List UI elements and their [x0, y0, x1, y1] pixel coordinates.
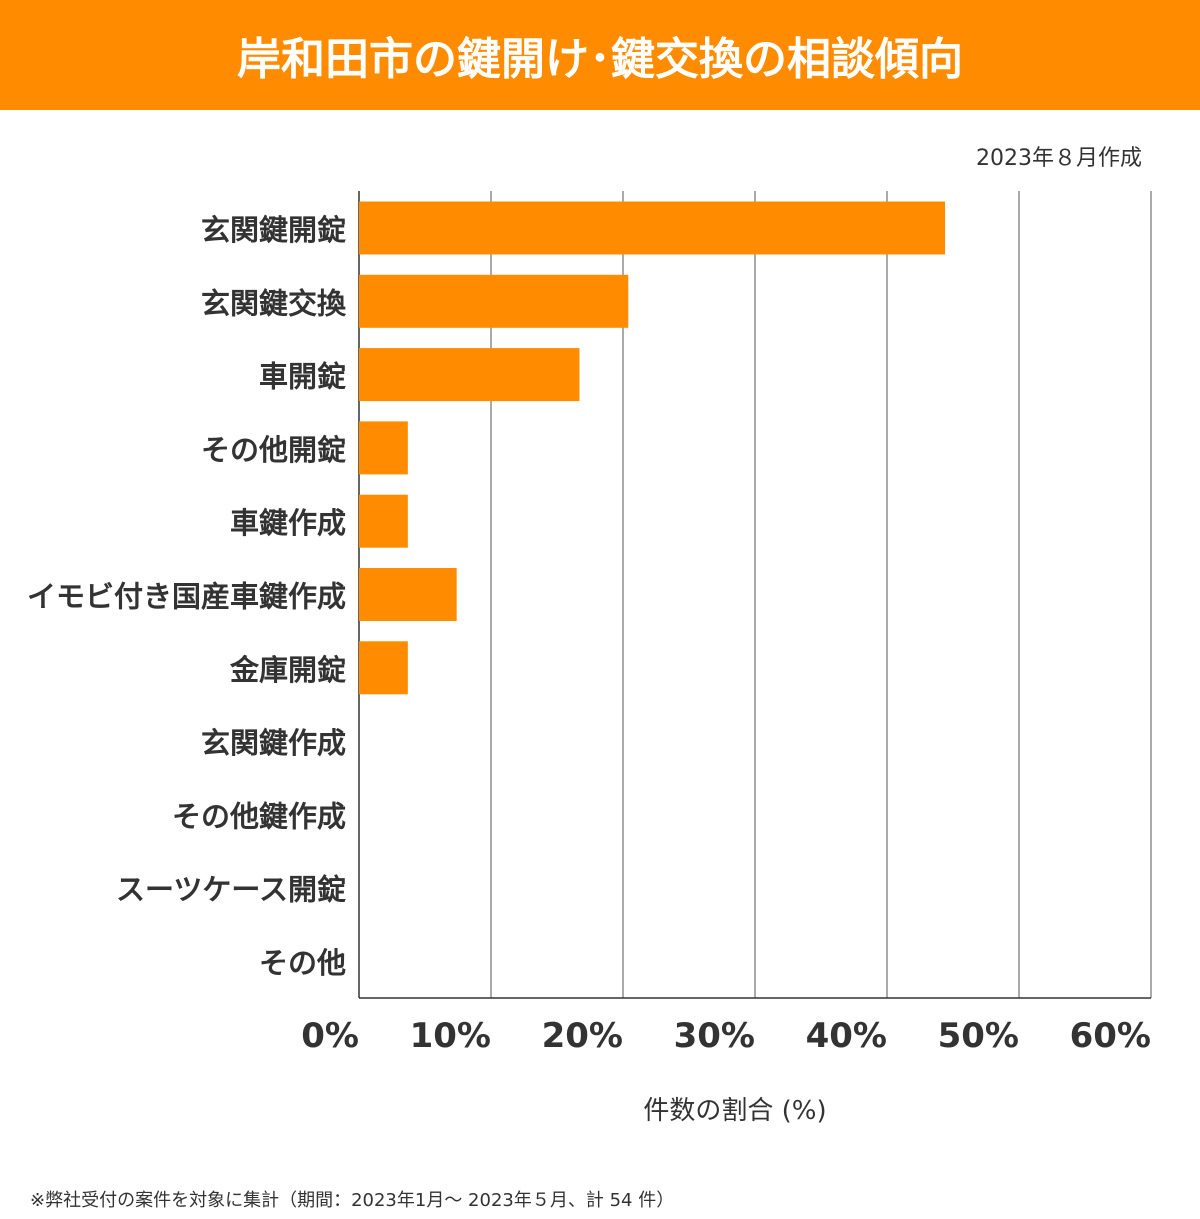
category-label: その他開錠: [201, 433, 346, 467]
category-label: その他鍵作成: [172, 799, 346, 833]
x-tick-label: 30%: [674, 1016, 755, 1056]
x-tick-label: 10%: [410, 1016, 491, 1056]
x-axis-label: 件数の割合 (%): [643, 1096, 827, 1126]
footnote: ※弊社受付の案件を対象に集計（期間：2023年1月～ 2023年５月、計 54 …: [30, 1190, 675, 1211]
x-tick-label: 60%: [1070, 1016, 1151, 1056]
category-label: 玄関鍵交換: [201, 286, 347, 320]
x-tick-label: 20%: [542, 1016, 623, 1056]
category-label: スーツケース開錠: [116, 873, 346, 907]
x-tick-label: 50%: [938, 1016, 1019, 1056]
bar: [359, 201, 946, 255]
bar: [359, 641, 408, 695]
bar: [359, 421, 408, 475]
bar: [359, 568, 457, 621]
category-label: イモビ付き国産車鍵作成: [27, 580, 346, 614]
category-label: 金庫開錠: [229, 653, 346, 687]
category-label: 車鍵作成: [230, 506, 346, 540]
x-tick-label: 40%: [806, 1016, 887, 1056]
category-label: 玄関鍵作成: [201, 726, 346, 760]
x-tick-label: 0%: [301, 1016, 359, 1056]
bar: [359, 348, 580, 402]
category-label: その他: [259, 946, 346, 980]
category-label: 玄関鍵開錠: [201, 213, 346, 247]
chart-title: 岸和田市の鍵開け･鍵交換の相談傾向: [0, 0, 1200, 110]
bar: [359, 274, 629, 328]
category-label: 車開錠: [259, 360, 346, 394]
date-note: 2023年８月作成: [976, 146, 1142, 171]
bar: [359, 494, 408, 548]
